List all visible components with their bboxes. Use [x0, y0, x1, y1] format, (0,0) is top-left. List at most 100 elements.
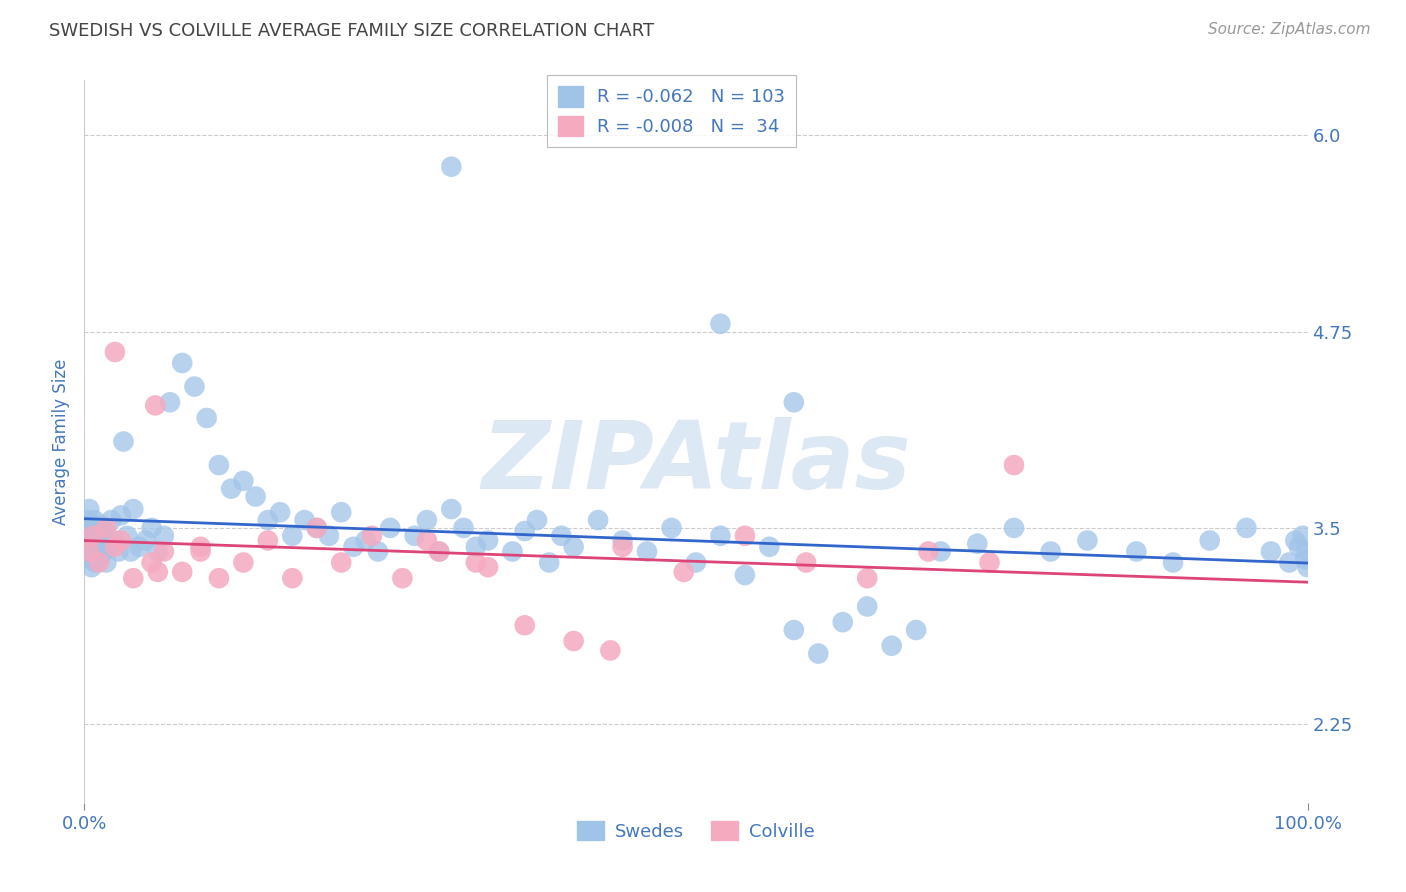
Point [538, 556, 561, 570]
Point [76, 513, 98, 527]
Point [93, 544, 115, 558]
Point [146, 565, 169, 579]
Point [758, 540, 780, 554]
Point [257, 533, 280, 548]
Y-axis label: Average Family Size: Average Family Size [52, 359, 70, 524]
Point [294, 513, 316, 527]
Point [141, 521, 163, 535]
Point [685, 556, 707, 570]
Text: ZIPAtlas: ZIPAtlas [481, 417, 911, 509]
Point [269, 505, 291, 519]
Point [141, 556, 163, 570]
Point [97, 540, 120, 554]
Point [342, 540, 364, 554]
Point [880, 639, 903, 653]
Point [1284, 533, 1306, 548]
Point [1125, 544, 1147, 558]
Point [172, 356, 194, 370]
Point [453, 521, 475, 535]
Point [1278, 556, 1301, 570]
Point [208, 458, 231, 472]
Point [96, 556, 118, 570]
Point [391, 571, 413, 585]
Point [115, 529, 138, 543]
Point [77, 540, 100, 554]
Point [77, 502, 100, 516]
Point [586, 513, 609, 527]
Point [831, 615, 853, 630]
Legend: Swedes, Colville: Swedes, Colville [569, 814, 823, 848]
Point [513, 524, 536, 538]
Point [1039, 544, 1062, 558]
Point [75, 536, 97, 550]
Point [77, 544, 100, 558]
Point [94, 524, 117, 538]
Point [367, 544, 389, 558]
Point [77, 544, 100, 558]
Point [128, 540, 150, 554]
Point [1288, 540, 1310, 554]
Point [143, 398, 166, 412]
Point [190, 540, 212, 554]
Point [82, 524, 104, 538]
Point [360, 529, 382, 543]
Point [330, 556, 353, 570]
Point [208, 571, 231, 585]
Point [104, 540, 127, 554]
Point [612, 540, 634, 554]
Point [1002, 521, 1025, 535]
Point [100, 513, 122, 527]
Point [807, 647, 830, 661]
Point [83, 513, 105, 527]
Point [526, 513, 548, 527]
Point [502, 544, 524, 558]
Point [79, 529, 101, 543]
Point [281, 529, 304, 543]
Point [1292, 529, 1315, 543]
Point [661, 521, 683, 535]
Point [90, 517, 112, 532]
Point [820, 812, 842, 826]
Point [219, 482, 242, 496]
Point [159, 395, 181, 409]
Point [1161, 556, 1184, 570]
Point [1294, 552, 1316, 566]
Point [612, 533, 634, 548]
Point [905, 623, 928, 637]
Point [794, 556, 817, 570]
Point [86, 536, 108, 550]
Point [89, 549, 111, 564]
Point [599, 643, 621, 657]
Point [80, 521, 103, 535]
Point [464, 556, 486, 570]
Point [966, 536, 988, 550]
Point [77, 521, 100, 535]
Point [979, 556, 1001, 570]
Point [104, 533, 127, 548]
Point [404, 529, 426, 543]
Point [195, 411, 218, 425]
Point [856, 571, 879, 585]
Point [112, 434, 135, 449]
Point [440, 160, 463, 174]
Point [190, 544, 212, 558]
Point [1295, 544, 1317, 558]
Point [1002, 458, 1025, 472]
Point [87, 540, 110, 554]
Point [232, 556, 254, 570]
Point [929, 544, 952, 558]
Point [330, 505, 353, 519]
Point [513, 618, 536, 632]
Point [562, 634, 585, 648]
Point [172, 565, 194, 579]
Point [709, 529, 731, 543]
Point [709, 317, 731, 331]
Text: SWEDISH VS COLVILLE AVERAGE FAMILY SIZE CORRELATION CHART: SWEDISH VS COLVILLE AVERAGE FAMILY SIZE … [49, 22, 654, 40]
Point [305, 521, 328, 535]
Point [122, 571, 145, 585]
Point [440, 502, 463, 516]
Point [416, 533, 439, 548]
Point [464, 540, 486, 554]
Point [917, 544, 939, 558]
Point [82, 540, 104, 554]
